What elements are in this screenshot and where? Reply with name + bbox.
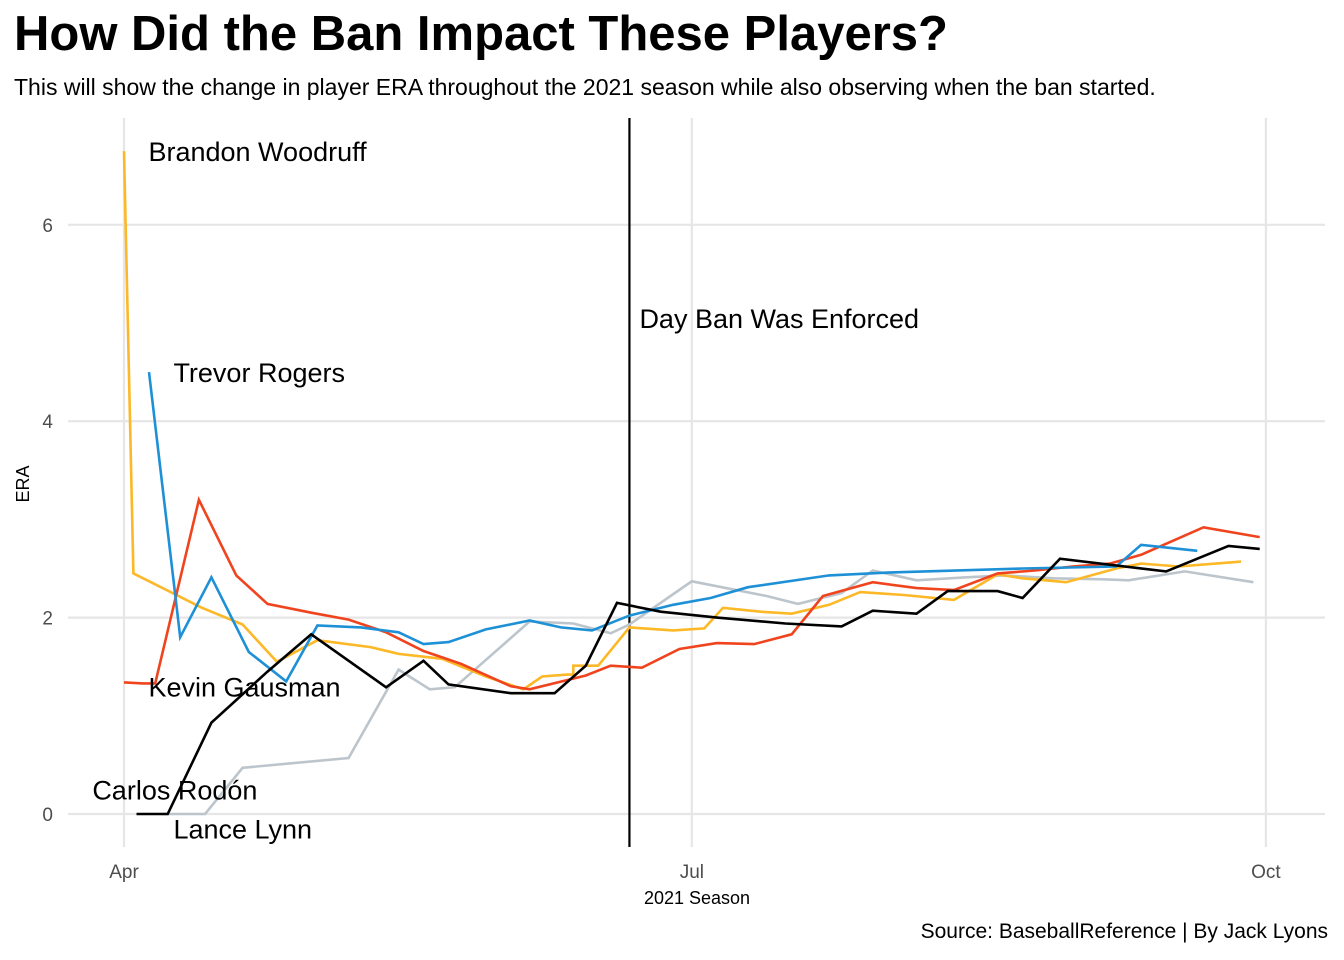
series-label-kevin-gausman: Kevin Gausman: [148, 672, 340, 702]
series-line-trevor-rogers: [147, 371, 1198, 684]
y-tick-label: 4: [42, 412, 53, 433]
y-axis-ticks: 0 2 4 6: [42, 216, 53, 826]
x-tick-label: Oct: [1251, 862, 1281, 883]
gridlines: [68, 118, 1325, 847]
x-axis-ticks: Apr Jul Oct: [109, 862, 1281, 883]
chart-title: How Did the Ban Impact These Players?: [14, 7, 948, 61]
source-caption: Source: BaseballReference | By Jack Lyon…: [920, 920, 1328, 943]
series-label-carlos-rodon: Carlos Rodón: [92, 775, 257, 805]
y-tick-label: 6: [42, 216, 53, 237]
series-label-lance-lynn: Lance Lynn: [173, 815, 312, 845]
x-tick-label: Apr: [109, 862, 139, 883]
ban-annotation-label: Day Ban Was Enforced: [639, 304, 919, 334]
x-tick-label: Jul: [680, 862, 704, 883]
series-lines: [122, 151, 1260, 816]
y-tick-label: 0: [42, 805, 53, 826]
series-labels: Lance Lynn Brandon Woodruff Kevin Gausman T…: [92, 137, 367, 845]
series-label-brandon-woodruff: Brandon Woodruff: [148, 137, 367, 167]
ban-annotation: Day Ban Was Enforced: [628, 118, 919, 847]
chart-subtitle: This will show the change in player ERA …: [14, 74, 1156, 100]
y-axis-title: ERA: [13, 465, 33, 502]
series-label-trevor-rogers: Trevor Rogers: [173, 358, 345, 388]
y-tick-label: 2: [42, 609, 53, 630]
x-axis-title: 2021 Season: [644, 888, 750, 908]
